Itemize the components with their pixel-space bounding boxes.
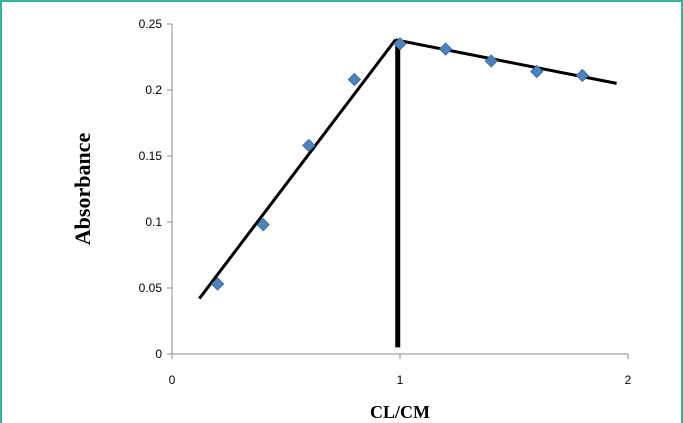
data-point: [530, 64, 544, 79]
annotation-lines: [198, 38, 617, 348]
y-tick-label: 0.25: [139, 17, 163, 31]
x-axis-title: CL/CM: [370, 402, 430, 422]
x-tick-label: 1: [397, 373, 404, 387]
y-tick-label: 0.2: [145, 83, 162, 97]
data-point: [575, 68, 590, 83]
data-point: [347, 72, 362, 87]
y-tick-label: 0.15: [139, 149, 163, 163]
trend-line: [198, 38, 397, 300]
y-tick-label: 0.1: [145, 215, 162, 229]
data-point: [438, 42, 453, 56]
data-point: [302, 138, 316, 153]
data-points: [210, 37, 590, 291]
x-ticks: 0 1 2: [169, 354, 632, 387]
data-point: [484, 54, 498, 68]
x-tick-label: 0: [169, 373, 176, 387]
y-tick-label: 0.05: [139, 281, 163, 295]
x-tick-label: 2: [625, 373, 632, 387]
data-point: [210, 277, 225, 291]
data-point: [256, 217, 270, 232]
y-axis-title: Absorbance: [70, 133, 95, 246]
y-tick-label: 0: [155, 347, 162, 361]
data-point: [393, 37, 407, 51]
y-ticks: 0 0.05 0.1 0.15 0.2 0.25: [139, 17, 172, 361]
